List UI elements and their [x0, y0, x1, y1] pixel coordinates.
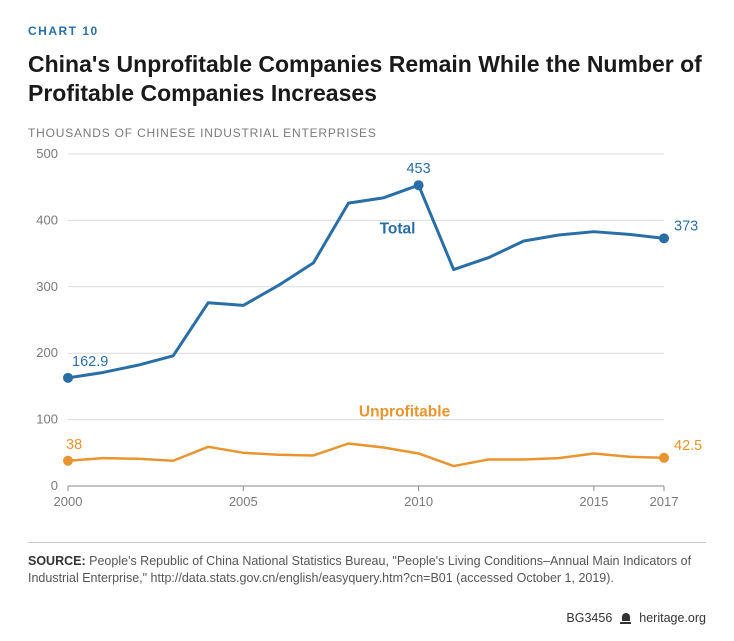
- svg-text:Total: Total: [380, 220, 416, 237]
- svg-text:500: 500: [36, 146, 58, 161]
- svg-text:0: 0: [51, 478, 58, 493]
- svg-text:300: 300: [36, 278, 58, 293]
- chart-title: China's Unprofitable Companies Remain Wh…: [28, 50, 706, 108]
- source-label: SOURCE:: [28, 554, 86, 568]
- chart-subtitle: THOUSANDS OF CHINESE INDUSTRIAL ENTERPRI…: [28, 126, 706, 140]
- bell-icon: [620, 613, 631, 624]
- svg-text:453: 453: [406, 161, 430, 177]
- svg-text:38: 38: [66, 436, 82, 452]
- svg-text:400: 400: [36, 212, 58, 227]
- source-block: SOURCE: People's Republic of China Natio…: [28, 542, 706, 588]
- svg-text:42.5: 42.5: [674, 437, 702, 453]
- svg-text:2015: 2015: [579, 494, 608, 509]
- line-chart-svg: 0 100 200 300 400 500 2000 2005 2010 2015 2017 Tota…: [28, 146, 706, 516]
- site-label: heritage.org: [639, 611, 706, 625]
- svg-text:Unprofitable: Unprofitable: [359, 403, 451, 420]
- svg-text:200: 200: [36, 345, 58, 360]
- svg-text:373: 373: [674, 218, 698, 234]
- chart-plot: 0 100 200 300 400 500 2000 2005 2010 2015 2017 Tota…: [28, 146, 706, 516]
- chart-number: CHART 10: [28, 24, 706, 38]
- svg-text:162.9: 162.9: [72, 353, 108, 369]
- source-text: People's Republic of China National Stat…: [28, 554, 691, 586]
- footer: BG3456 heritage.org: [566, 611, 706, 625]
- svg-text:2005: 2005: [229, 494, 258, 509]
- svg-text:2017: 2017: [650, 494, 679, 509]
- svg-text:100: 100: [36, 411, 58, 426]
- doc-id: BG3456: [566, 611, 612, 625]
- svg-text:2010: 2010: [404, 494, 433, 509]
- svg-text:2000: 2000: [54, 494, 83, 509]
